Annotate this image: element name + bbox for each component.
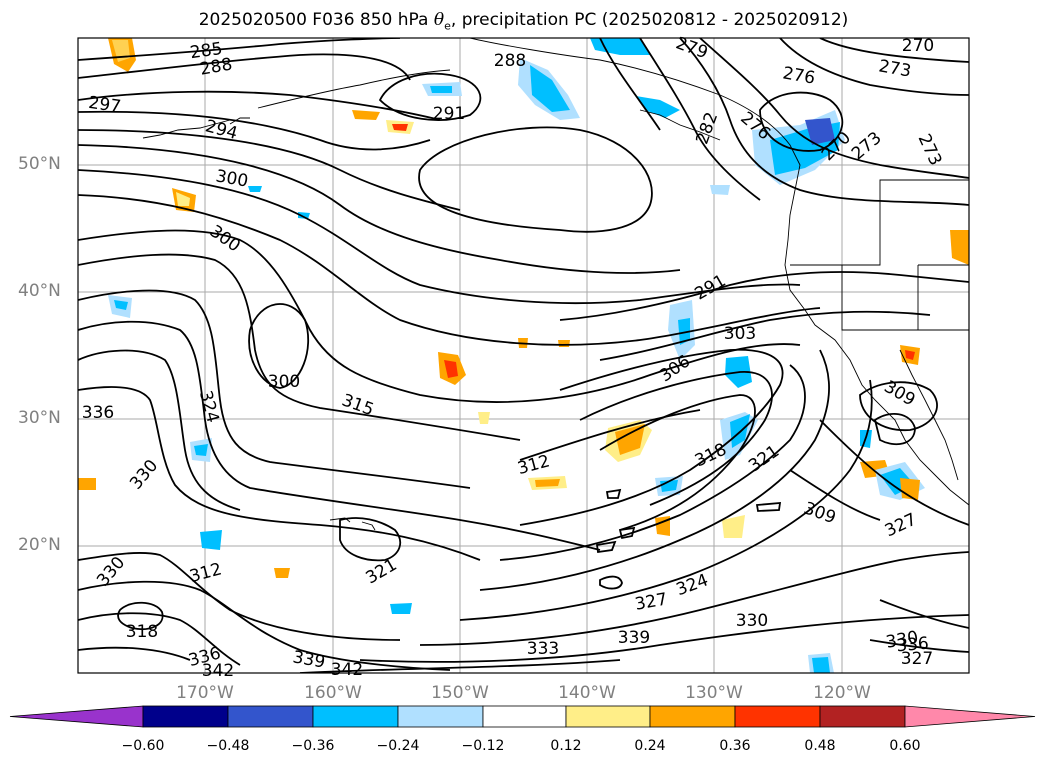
contour-label: 336: [896, 634, 930, 657]
lon-label: 120°W: [813, 683, 871, 703]
contour-label: 297: [87, 93, 122, 117]
contour-label: 342: [202, 661, 234, 681]
lon-label: 140°W: [558, 683, 616, 703]
colorbar-tick: −0.24: [376, 738, 420, 754]
lat-label: 40°N: [18, 281, 61, 301]
colorbar: [9, 705, 1036, 728]
contour-label: 273: [914, 131, 946, 169]
contour-label: 327: [901, 649, 933, 669]
contour-label: 321: [745, 441, 783, 476]
contour-label: 327: [633, 589, 668, 614]
colorbar-tick: −0.60: [121, 738, 165, 754]
colorbar-tick: 0.36: [719, 738, 751, 754]
contour-label: 339: [618, 628, 650, 648]
colorbar-tick: 0.60: [889, 738, 921, 754]
contour-label: 330: [126, 456, 162, 494]
lat-label: 20°N: [18, 535, 61, 555]
contour-label: 300: [268, 372, 300, 392]
contour-label: 285: [189, 39, 224, 63]
colorbar-tick: −0.12: [461, 738, 505, 754]
theta-e-contours: [78, 38, 969, 673]
colorbar-tick: 0.12: [550, 738, 582, 754]
contour-label: 270: [902, 36, 934, 56]
contour-label: 309: [801, 498, 838, 528]
lat-label: 50°N: [18, 154, 61, 174]
contour-label: 288: [198, 54, 233, 79]
colorbar-tick: −0.48: [206, 738, 250, 754]
contour-label: 309: [880, 377, 918, 411]
contour-label: 336: [82, 403, 114, 423]
contour-label: 318: [126, 622, 158, 642]
contour-label: 312: [187, 559, 224, 587]
colorbar-tick: −0.36: [291, 738, 335, 754]
contour-label: 324: [674, 570, 711, 600]
lon-label: 150°W: [431, 683, 489, 703]
contour-label: 339: [291, 647, 326, 672]
contour-label: 282: [692, 110, 722, 147]
coastlines: [142, 38, 969, 531]
lon-label: 170°W: [176, 683, 234, 703]
map-title: 2025020500 F036 850 hPa θe, precipitatio…: [198, 10, 849, 33]
colorbar-under-extend: [9, 705, 144, 728]
contour-label: 291: [433, 104, 465, 124]
lon-label: 130°W: [685, 683, 743, 703]
contour-label: 330: [736, 611, 768, 631]
lon-label: 160°W: [304, 683, 362, 703]
contour-label: 276: [781, 63, 816, 88]
lat-label: 30°N: [18, 408, 61, 428]
map-frame: [77, 37, 970, 674]
colorbar-tick: 0.24: [634, 738, 666, 754]
contour-label: 291: [691, 271, 729, 305]
contour-label: 300: [206, 221, 244, 256]
contour-label: 273: [877, 56, 912, 81]
contour-label: 333: [527, 639, 559, 659]
contour-label: 327: [882, 510, 920, 542]
contour-label: 288: [494, 51, 526, 71]
contour-label: 342: [331, 660, 363, 680]
colorbar-tick: 0.48: [804, 738, 836, 754]
colorbar-over-extend: [904, 705, 1036, 728]
contour-label: 303: [724, 324, 756, 344]
contour-label: 312: [515, 451, 552, 479]
contour-label: 315: [339, 390, 376, 420]
